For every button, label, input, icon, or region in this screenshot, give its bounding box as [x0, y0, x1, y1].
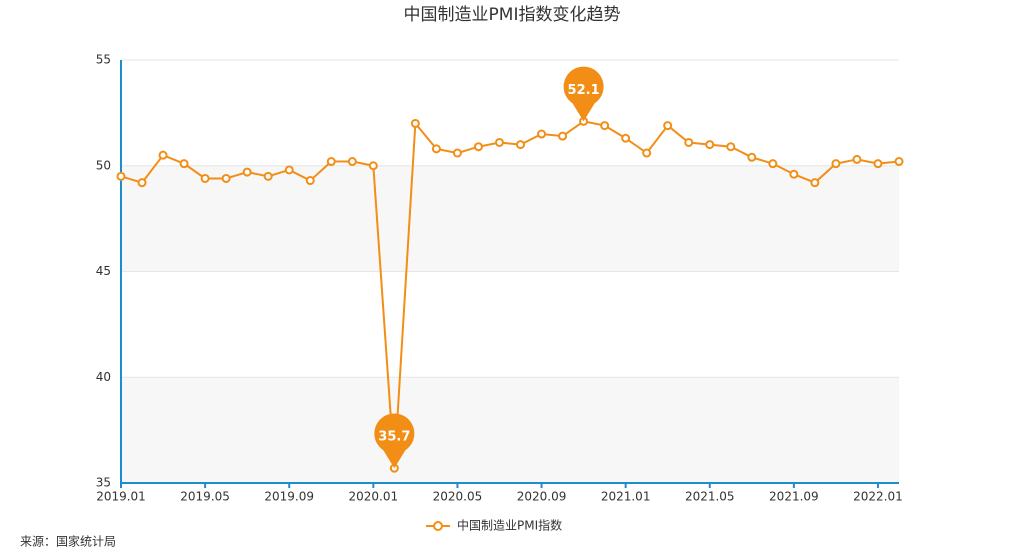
- data-point: [305, 176, 315, 186]
- mark-pin: [563, 66, 604, 122]
- source-note: 来源：国家统计局: [20, 534, 116, 549]
- split-area: [121, 271, 899, 378]
- data-point: [221, 173, 231, 183]
- y-tick-label: 35: [96, 476, 111, 490]
- mark-pin: [374, 413, 415, 469]
- x-tick-label: 2022.01: [853, 490, 903, 504]
- data-point: [747, 152, 757, 162]
- x-tick-label: 2019.09: [264, 490, 314, 504]
- data-point: [873, 159, 883, 169]
- legend-label: 中国制造业PMI指数: [457, 518, 562, 533]
- data-point: [894, 157, 904, 167]
- x-tick-label: 2020.09: [517, 490, 567, 504]
- data-point: [684, 137, 694, 147]
- x-tick-label: 2021.01: [601, 490, 651, 504]
- data-point: [810, 178, 820, 188]
- y-tick-label: 40: [96, 370, 111, 384]
- data-point: [537, 129, 547, 139]
- data-point: [852, 154, 862, 164]
- data-point: [789, 169, 799, 179]
- y-tick-label: 55: [96, 53, 111, 67]
- split-area: [121, 60, 899, 166]
- data-point: [116, 171, 126, 181]
- y-tick-label: 50: [96, 158, 111, 172]
- mark-pin-label: 52.1: [568, 83, 600, 98]
- data-point: [768, 159, 778, 169]
- split-area: [121, 377, 899, 483]
- y-tick-label: 45: [96, 264, 111, 278]
- x-tick-label: 2021.09: [769, 490, 819, 504]
- split-area: [121, 165, 899, 272]
- data-point: [642, 148, 652, 158]
- data-point: [452, 148, 462, 158]
- data-point: [347, 157, 357, 167]
- data-point: [600, 121, 610, 131]
- chart-title: 中国制造业PMI指数变化趋势: [404, 5, 621, 25]
- data-point: [663, 121, 673, 131]
- x-tick-label: 2020.01: [349, 490, 399, 504]
- data-point: [263, 171, 273, 181]
- x-tick-label: 2019.05: [180, 490, 230, 504]
- data-point: [179, 159, 189, 169]
- data-point: [705, 140, 715, 150]
- data-point: [726, 142, 736, 152]
- data-point: [368, 161, 378, 171]
- data-point: [410, 118, 420, 128]
- data-point: [473, 142, 483, 152]
- legend-marker: [433, 521, 443, 531]
- data-point: [831, 159, 841, 169]
- data-point: [242, 167, 252, 177]
- data-point: [494, 137, 504, 147]
- x-tick-label: 2019.01: [96, 490, 146, 504]
- mark-pin-label: 35.7: [378, 430, 410, 445]
- data-point: [621, 133, 631, 143]
- data-point: [284, 165, 294, 175]
- data-point: [431, 144, 441, 154]
- data-point: [516, 140, 526, 150]
- data-point: [558, 131, 568, 141]
- data-point: [326, 157, 336, 167]
- data-point: [200, 173, 210, 183]
- x-tick-label: 2020.05: [433, 490, 483, 504]
- x-tick-label: 2021.05: [685, 490, 735, 504]
- data-point: [158, 150, 168, 160]
- data-point: [137, 178, 147, 188]
